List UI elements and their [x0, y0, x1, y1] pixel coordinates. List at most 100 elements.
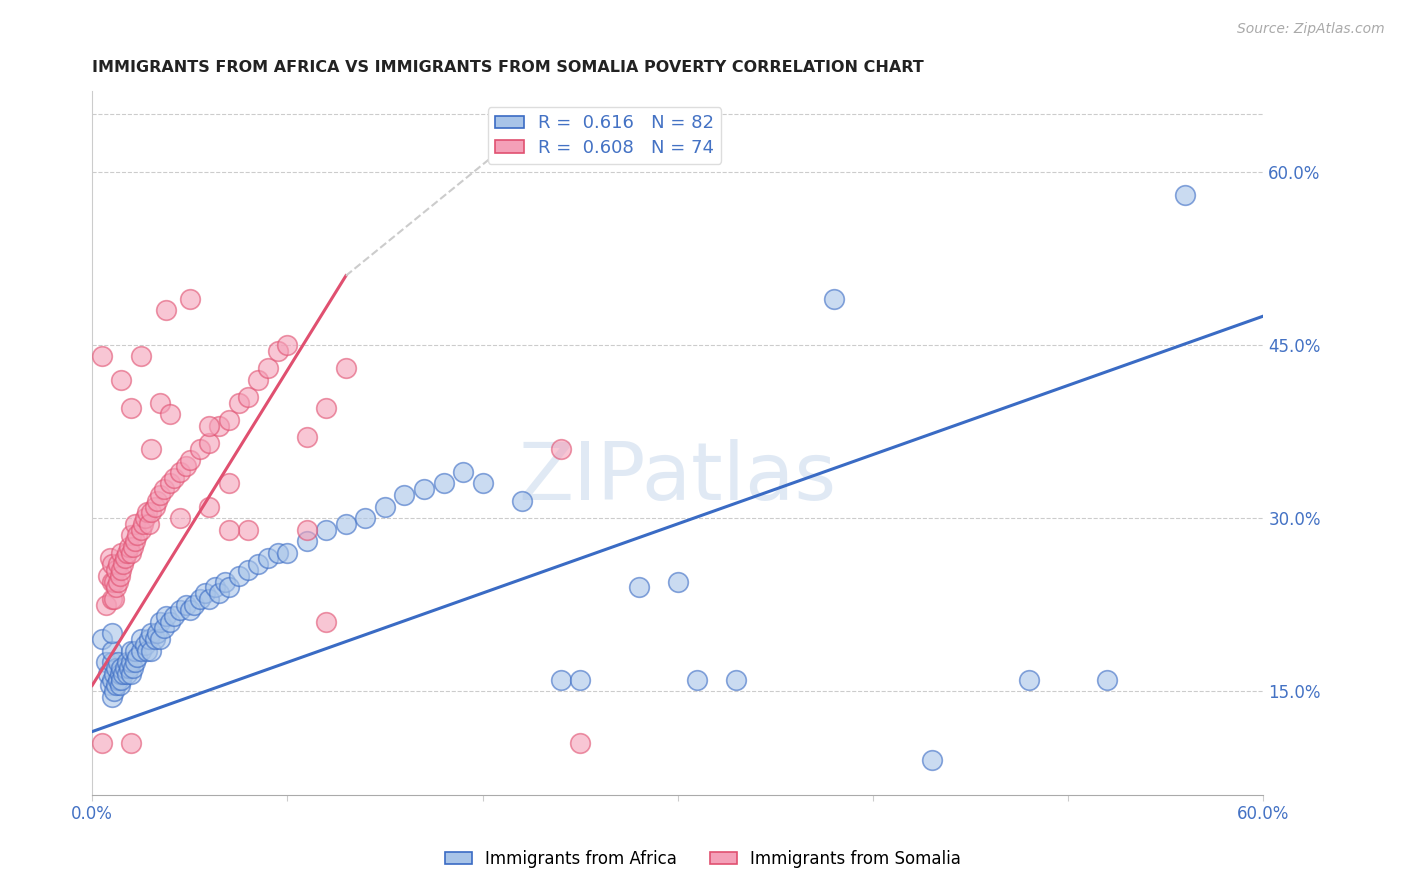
Point [110, 661, 132, 675]
Point [104, 661, 127, 675]
Point [569, 673, 592, 687]
Point [257, 551, 280, 566]
Point [129, 350, 152, 364]
Point [179, 603, 201, 617]
Point [117, 546, 139, 560]
Point [104, 678, 127, 692]
Legend: Immigrants from Africa, Immigrants from Somalia: Immigrants from Africa, Immigrants from … [439, 844, 967, 875]
Point [139, 442, 162, 456]
Point [179, 453, 201, 467]
Point [295, 523, 318, 537]
Point [198, 418, 221, 433]
Point [1018, 673, 1040, 687]
Point [247, 558, 270, 572]
Point [104, 580, 127, 594]
Point [91, 632, 114, 647]
Point [91, 350, 114, 364]
Point [103, 684, 125, 698]
Point [627, 580, 650, 594]
Point [134, 638, 156, 652]
Point [139, 644, 162, 658]
Point [122, 540, 145, 554]
Point [108, 568, 131, 582]
Point [104, 563, 127, 577]
Point [149, 615, 172, 629]
Point [374, 500, 396, 514]
Point [124, 644, 146, 658]
Point [335, 516, 357, 531]
Point [132, 516, 155, 531]
Point [169, 511, 191, 525]
Point [266, 343, 288, 358]
Point [315, 615, 337, 629]
Point [120, 666, 142, 681]
Point [139, 626, 162, 640]
Point [218, 413, 240, 427]
Point [1095, 673, 1118, 687]
Point [276, 546, 298, 560]
Point [153, 482, 176, 496]
Text: Source: ZipAtlas.com: Source: ZipAtlas.com [1237, 22, 1385, 37]
Point [149, 632, 172, 647]
Point [169, 465, 191, 479]
Point [247, 373, 270, 387]
Point [94, 598, 117, 612]
Point [218, 580, 240, 594]
Point [413, 482, 436, 496]
Point [97, 568, 120, 582]
Point [129, 523, 152, 537]
Point [110, 373, 132, 387]
Point [666, 574, 689, 589]
Point [204, 580, 226, 594]
Point [266, 546, 288, 560]
Point [238, 563, 260, 577]
Point [228, 568, 250, 582]
Point [163, 471, 186, 485]
Point [100, 644, 122, 658]
Point [198, 436, 221, 450]
Point [122, 661, 145, 675]
Point [100, 558, 122, 572]
Point [198, 591, 221, 606]
Point [120, 401, 142, 416]
Point [118, 661, 141, 675]
Point [432, 476, 454, 491]
Point [129, 644, 152, 658]
Text: IMMIGRANTS FROM AFRICA VS IMMIGRANTS FROM SOMALIA POVERTY CORRELATION CHART: IMMIGRANTS FROM AFRICA VS IMMIGRANTS FRO… [93, 60, 924, 75]
Point [921, 754, 943, 768]
Point [169, 603, 191, 617]
Point [143, 632, 166, 647]
Point [103, 666, 125, 681]
Point [108, 678, 131, 692]
Point [100, 574, 122, 589]
Point [138, 632, 160, 647]
Point [98, 551, 121, 566]
Point [394, 488, 416, 502]
Point [143, 500, 166, 514]
Point [218, 476, 240, 491]
Point [91, 736, 114, 750]
Point [188, 591, 211, 606]
Point [107, 656, 129, 670]
Point [315, 523, 337, 537]
Point [120, 736, 142, 750]
Text: ZIPatlas: ZIPatlas [519, 439, 837, 517]
Point [98, 678, 121, 692]
Point [471, 476, 494, 491]
Point [149, 488, 172, 502]
Point [686, 673, 709, 687]
Point [117, 656, 139, 670]
Point [145, 626, 167, 640]
Point [112, 558, 135, 572]
Point [100, 690, 122, 704]
Point [125, 528, 148, 542]
Point [174, 598, 197, 612]
Point [510, 493, 533, 508]
Point [155, 303, 177, 318]
Point [188, 442, 211, 456]
Point [295, 534, 318, 549]
Point [139, 505, 162, 519]
Point [103, 591, 125, 606]
Point [153, 621, 176, 635]
Point [335, 361, 357, 376]
